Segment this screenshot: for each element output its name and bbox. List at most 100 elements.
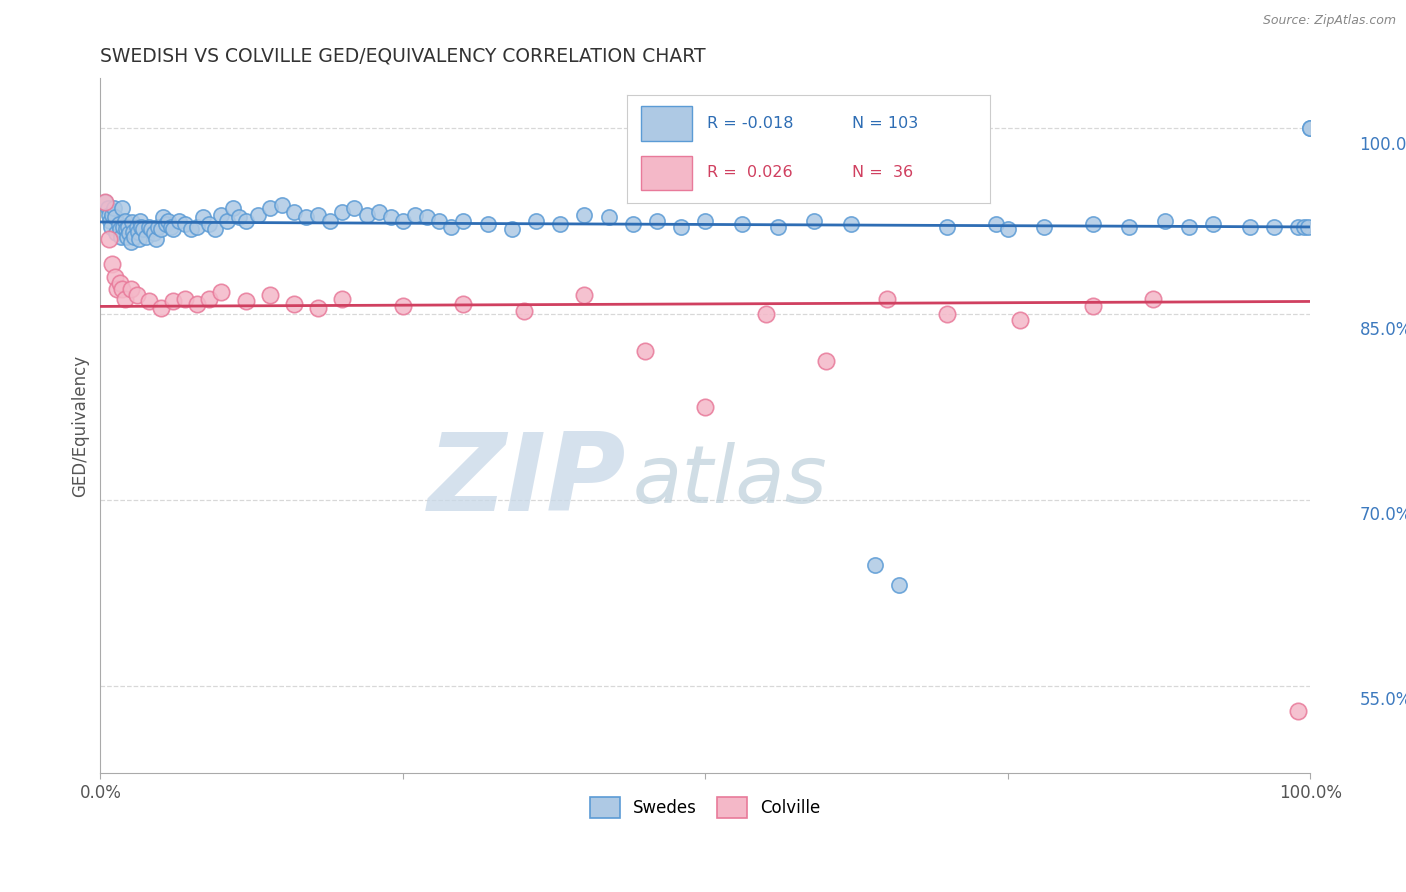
Point [367, 205, 389, 219]
Point [122, 225, 145, 239]
Point [283, 297, 305, 311]
Point [174, 218, 197, 232]
Point [186, 219, 208, 234]
Point [157, 213, 180, 227]
Point [111, 282, 134, 296]
Text: ZIP: ZIP [429, 428, 627, 534]
Point [94, 195, 117, 210]
Point [121, 215, 143, 229]
Point [198, 218, 221, 232]
Point [152, 210, 174, 224]
Point [259, 288, 281, 302]
Point [180, 222, 202, 236]
Point [222, 202, 245, 216]
Point [104, 269, 127, 284]
Point [167, 213, 190, 227]
Point [501, 222, 523, 236]
Point [149, 222, 172, 236]
Point [634, 344, 657, 359]
Point [936, 307, 959, 321]
Point [101, 257, 124, 271]
Point [876, 292, 898, 306]
Point [107, 218, 129, 232]
Point [645, 213, 668, 227]
Point [148, 219, 170, 234]
Point [1008, 313, 1031, 327]
Point [138, 219, 160, 234]
Point [145, 232, 167, 246]
Point [101, 207, 124, 221]
Point [114, 292, 136, 306]
Point [440, 219, 463, 234]
Point [1286, 704, 1309, 718]
Point [453, 297, 475, 311]
Point [235, 213, 257, 227]
Point [695, 213, 717, 227]
Point [803, 213, 825, 227]
Text: 70.0%: 70.0% [1360, 506, 1406, 524]
Point [695, 400, 717, 414]
Text: SWEDISH VS COLVILLE GED/EQUIVALENCY CORRELATION CHART: SWEDISH VS COLVILLE GED/EQUIVALENCY CORR… [100, 46, 706, 65]
Point [1033, 219, 1056, 234]
Point [1154, 213, 1177, 227]
Point [343, 202, 366, 216]
Point [125, 288, 148, 302]
Point [246, 207, 269, 221]
Point [392, 213, 415, 227]
Point [755, 307, 778, 321]
Point [1081, 300, 1104, 314]
Point [204, 222, 226, 236]
Point [936, 219, 959, 234]
Point [815, 354, 838, 368]
Point [127, 225, 149, 239]
Point [115, 230, 138, 244]
Text: atlas: atlas [633, 442, 828, 520]
Point [135, 230, 157, 244]
Point [120, 282, 142, 296]
Point [174, 292, 197, 306]
Point [97, 207, 120, 221]
Point [104, 210, 127, 224]
Point [984, 218, 1007, 232]
Point [114, 222, 136, 236]
Point [259, 202, 281, 216]
Point [574, 207, 596, 221]
Point [97, 202, 120, 216]
Text: 85.0%: 85.0% [1360, 321, 1406, 339]
Point [453, 213, 475, 227]
Point [1178, 219, 1201, 234]
Point [131, 222, 153, 236]
Point [162, 222, 184, 236]
Text: 100.0%: 100.0% [1360, 136, 1406, 153]
Point [356, 207, 378, 221]
Point [477, 218, 499, 232]
Point [114, 213, 136, 227]
Point [209, 285, 232, 299]
Point [155, 218, 177, 232]
Point [131, 219, 153, 234]
Point [416, 210, 439, 224]
Point [228, 210, 250, 224]
Point [125, 219, 148, 234]
Point [138, 294, 160, 309]
Point [235, 294, 257, 309]
Point [730, 218, 752, 232]
Point [1299, 120, 1322, 135]
Point [574, 288, 596, 302]
Point [112, 219, 135, 234]
Point [120, 235, 142, 249]
Point [110, 230, 132, 244]
Point [404, 207, 426, 221]
Point [118, 226, 141, 240]
Point [548, 218, 571, 232]
Point [129, 213, 152, 227]
Point [1294, 219, 1316, 234]
Point [108, 222, 131, 236]
Point [98, 213, 121, 227]
Point [159, 219, 181, 234]
Point [1286, 219, 1309, 234]
Point [149, 301, 172, 315]
Point [122, 230, 145, 244]
Point [392, 300, 415, 314]
Point [142, 226, 165, 240]
